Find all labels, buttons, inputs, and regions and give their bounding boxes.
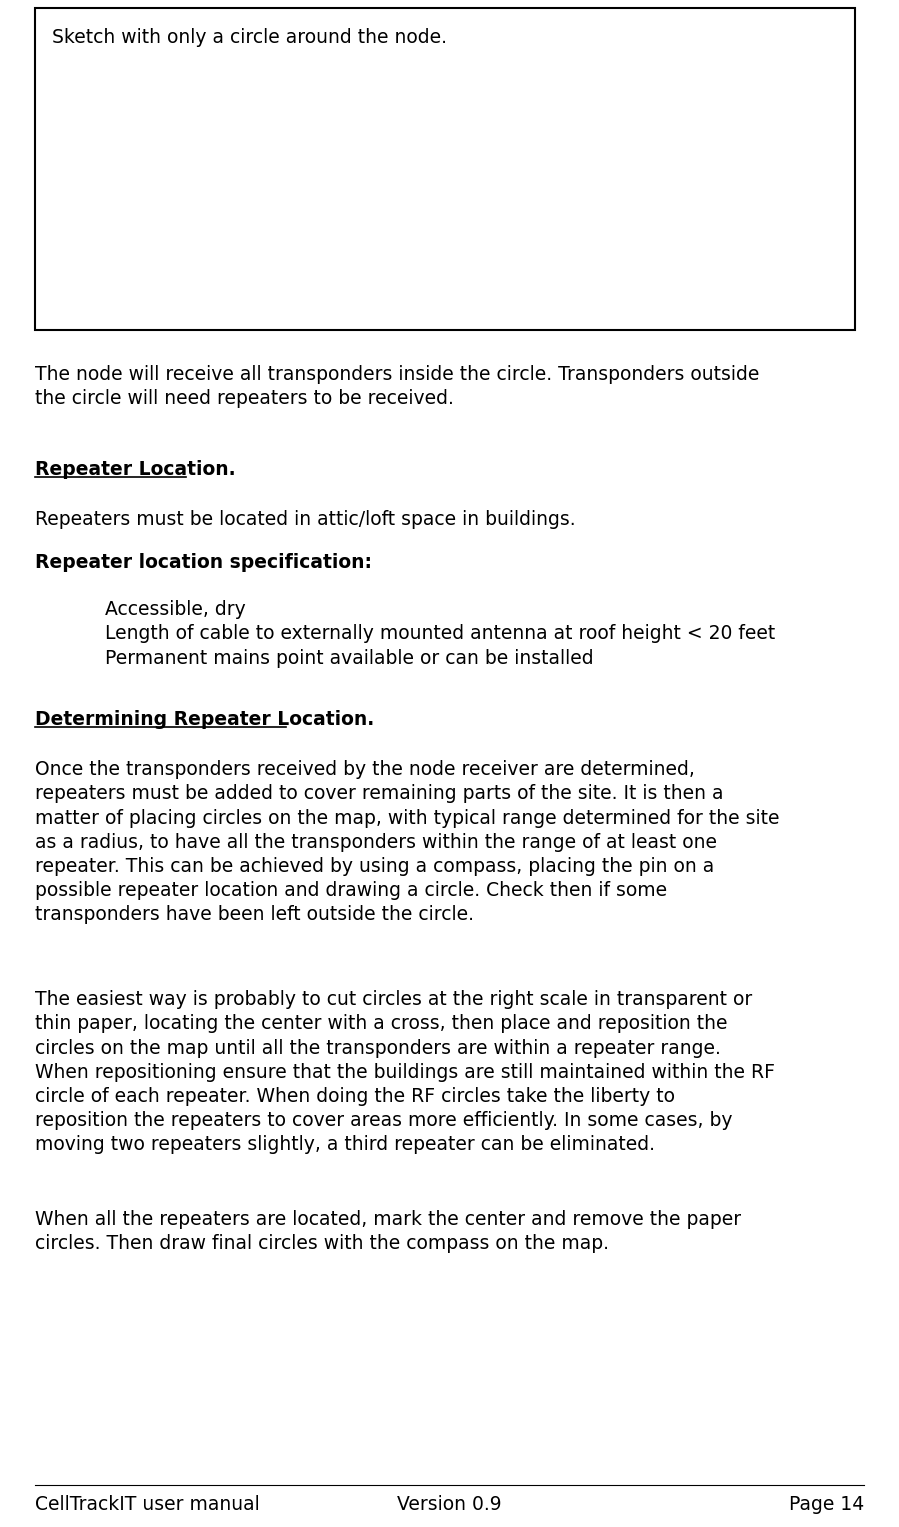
Text: When all the repeaters are located, mark the center and remove the paper
circles: When all the repeaters are located, mark… bbox=[35, 1209, 741, 1254]
Text: Repeater Location.: Repeater Location. bbox=[35, 460, 236, 479]
Text: Repeater location specification:: Repeater location specification: bbox=[35, 553, 372, 573]
Bar bbox=[35, 8, 855, 330]
Text: CellTrackIT user manual: CellTrackIT user manual bbox=[35, 1495, 260, 1513]
Text: Repeaters must be located in attic/loft space in buildings.: Repeaters must be located in attic/loft … bbox=[35, 510, 575, 528]
Text: Once the transponders received by the node receiver are determined,
repeaters mu: Once the transponders received by the no… bbox=[35, 760, 779, 924]
Text: Sketch with only a circle around the node.: Sketch with only a circle around the nod… bbox=[52, 27, 447, 47]
Text: Version 0.9: Version 0.9 bbox=[397, 1495, 502, 1513]
Text: Page 14: Page 14 bbox=[788, 1495, 864, 1513]
Text: Accessible, dry
Length of cable to externally mounted antenna at roof height < 2: Accessible, dry Length of cable to exter… bbox=[105, 600, 775, 667]
Text: The easiest way is probably to cut circles at the right scale in transparent or
: The easiest way is probably to cut circl… bbox=[35, 989, 775, 1154]
Text: The node will receive all transponders inside the circle. Transponders outside
t: The node will receive all transponders i… bbox=[35, 365, 760, 408]
Text: Determining Repeater Location.: Determining Repeater Location. bbox=[35, 710, 374, 728]
